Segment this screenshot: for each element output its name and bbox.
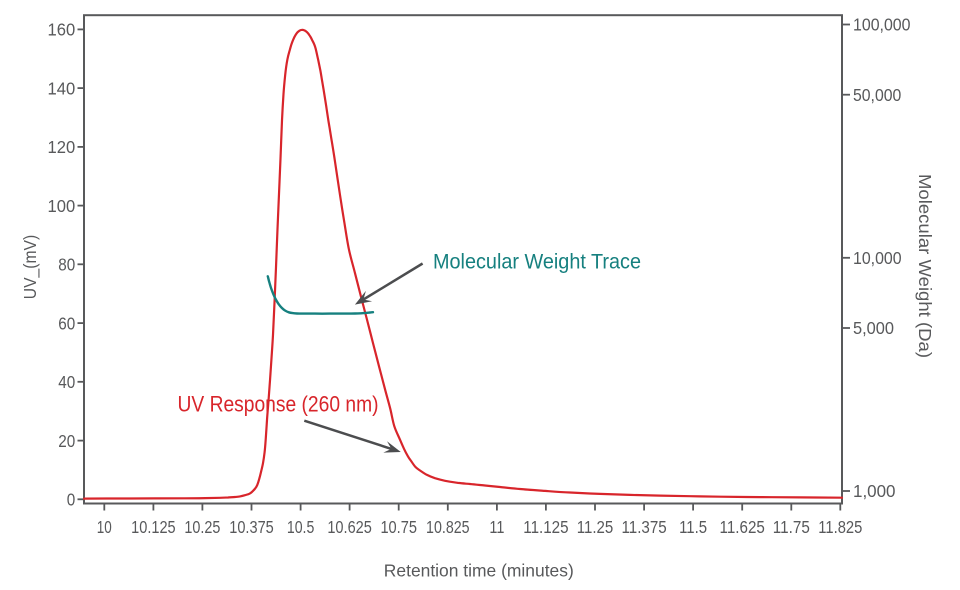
svg-text:10.75: 10.75 bbox=[380, 517, 417, 537]
svg-text:40: 40 bbox=[58, 372, 75, 392]
svg-text:Molecular Weight Trace: Molecular Weight Trace bbox=[433, 249, 641, 273]
svg-text:11.25: 11.25 bbox=[577, 517, 614, 537]
svg-text:140: 140 bbox=[48, 78, 76, 98]
svg-text:11: 11 bbox=[489, 517, 504, 537]
svg-text:1,000: 1,000 bbox=[853, 481, 896, 501]
svg-text:11.625: 11.625 bbox=[720, 517, 765, 537]
svg-text:UV_(mV): UV_(mV) bbox=[20, 235, 41, 300]
svg-text:Molecular Weight (Da): Molecular Weight (Da) bbox=[915, 174, 935, 358]
svg-text:60: 60 bbox=[58, 313, 75, 333]
svg-text:10.25: 10.25 bbox=[184, 517, 220, 537]
svg-text:120: 120 bbox=[48, 137, 76, 157]
svg-text:10.125: 10.125 bbox=[131, 517, 176, 537]
svg-text:Retention time (minutes): Retention time (minutes) bbox=[384, 560, 574, 580]
svg-text:10.5: 10.5 bbox=[287, 517, 315, 537]
svg-text:11.125: 11.125 bbox=[523, 517, 568, 537]
svg-text:11.5: 11.5 bbox=[679, 517, 707, 537]
svg-text:100,000: 100,000 bbox=[853, 15, 911, 35]
svg-text:10.375: 10.375 bbox=[229, 517, 274, 537]
svg-text:50,000: 50,000 bbox=[853, 85, 901, 105]
svg-text:100: 100 bbox=[48, 196, 76, 216]
svg-text:UV Response (260 nm): UV Response (260 nm) bbox=[178, 392, 379, 417]
svg-text:11.825: 11.825 bbox=[818, 517, 862, 537]
svg-text:160: 160 bbox=[48, 20, 76, 40]
svg-text:0: 0 bbox=[67, 490, 76, 510]
svg-text:80: 80 bbox=[58, 255, 75, 275]
svg-text:11.375: 11.375 bbox=[621, 517, 666, 537]
svg-text:20: 20 bbox=[58, 431, 75, 451]
svg-text:10: 10 bbox=[97, 517, 112, 537]
svg-text:10,000: 10,000 bbox=[853, 248, 902, 268]
svg-text:10.625: 10.625 bbox=[327, 517, 372, 537]
svg-text:5,000: 5,000 bbox=[853, 318, 894, 338]
svg-text:11.75: 11.75 bbox=[773, 517, 810, 537]
svg-text:10.825: 10.825 bbox=[426, 517, 470, 537]
